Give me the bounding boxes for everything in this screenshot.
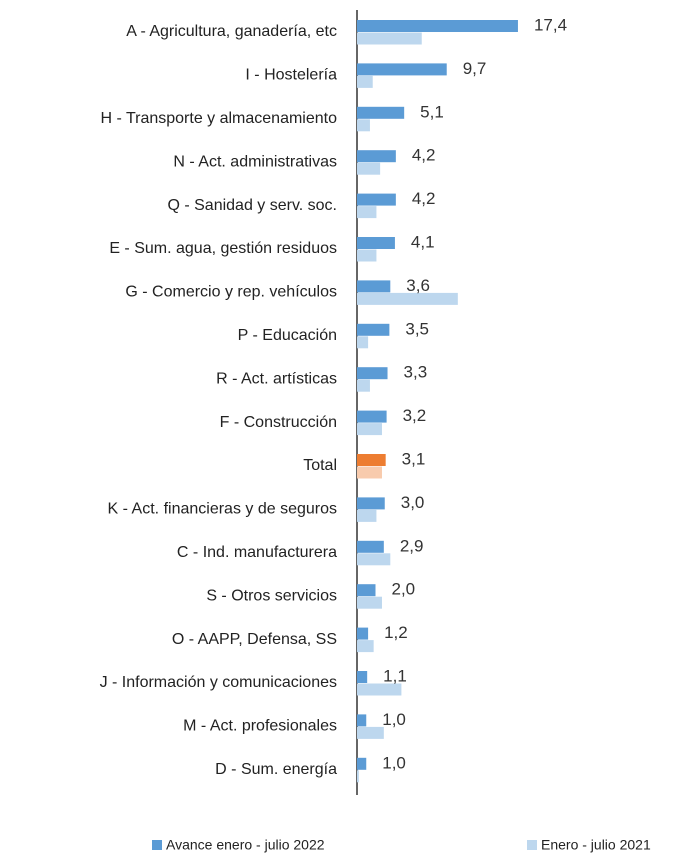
data-label: 3,5 bbox=[405, 319, 429, 338]
bar bbox=[357, 757, 367, 770]
data-label: 1,0 bbox=[382, 753, 406, 772]
bar bbox=[357, 466, 382, 479]
bar bbox=[357, 150, 396, 163]
category-label: M - Act. profesionales bbox=[183, 718, 337, 735]
bar bbox=[357, 770, 359, 783]
data-label: 4,2 bbox=[412, 146, 436, 165]
category-label: A - Agricultura, ganadería, etc bbox=[126, 23, 337, 40]
category-label: O - AAPP, Defensa, SS bbox=[172, 631, 337, 648]
data-label: 3,6 bbox=[406, 276, 430, 295]
bar bbox=[357, 237, 395, 249]
category-label: C - Ind. manufacturera bbox=[177, 544, 337, 561]
data-label: 1,2 bbox=[384, 623, 408, 642]
bar bbox=[357, 249, 377, 262]
legend-swatch bbox=[527, 840, 537, 850]
bar bbox=[357, 367, 388, 380]
data-label: 9,7 bbox=[463, 59, 487, 78]
bar bbox=[357, 509, 377, 522]
bar bbox=[357, 379, 370, 392]
category-label: K - Act. financieras y de seguros bbox=[108, 501, 337, 518]
category-label: I - Hostelería bbox=[245, 67, 337, 84]
data-label: 1,1 bbox=[383, 666, 407, 685]
bar bbox=[357, 454, 386, 466]
category-label: S - Otros servicios bbox=[206, 587, 337, 604]
bar bbox=[357, 596, 382, 609]
bar bbox=[357, 162, 381, 175]
data-label: 3,1 bbox=[402, 449, 426, 468]
bar bbox=[357, 671, 368, 683]
category-label: P - Educación bbox=[238, 327, 337, 344]
category-label: Total bbox=[303, 457, 337, 474]
bar bbox=[357, 119, 370, 132]
bar bbox=[357, 683, 402, 696]
bar bbox=[357, 497, 385, 510]
bar bbox=[357, 627, 369, 640]
data-label: 1,0 bbox=[382, 710, 406, 729]
category-label: R - Act. artísticas bbox=[216, 370, 337, 387]
category-label: D - Sum. energía bbox=[215, 761, 337, 778]
data-label: 2,9 bbox=[400, 536, 424, 555]
bar bbox=[357, 336, 369, 349]
data-label: 17,4 bbox=[534, 15, 567, 34]
category-label: H - Transporte y almacenamiento bbox=[100, 110, 337, 127]
data-label: 3,2 bbox=[403, 406, 427, 425]
bar bbox=[357, 584, 376, 597]
category-label: G - Comercio y rep. vehículos bbox=[125, 284, 337, 301]
bar bbox=[357, 640, 374, 653]
bar bbox=[357, 553, 391, 566]
legend-swatch bbox=[152, 840, 162, 850]
data-label: 4,1 bbox=[411, 232, 435, 251]
category-label: N - Act. administrativas bbox=[173, 153, 337, 170]
bar bbox=[357, 32, 422, 45]
data-label: 3,3 bbox=[404, 363, 428, 382]
bar bbox=[357, 726, 384, 739]
data-label: 4,2 bbox=[412, 189, 436, 208]
bar bbox=[357, 410, 387, 423]
bar bbox=[357, 20, 518, 32]
bar bbox=[357, 206, 377, 219]
bar bbox=[357, 423, 382, 436]
data-label: 2,0 bbox=[392, 580, 416, 599]
legend-label: Avance enero - julio 2022 bbox=[166, 837, 325, 853]
category-label: F - Construcción bbox=[220, 414, 337, 431]
bar bbox=[357, 63, 447, 76]
category-label: Q - Sanidad y serv. soc. bbox=[167, 197, 337, 214]
bar bbox=[357, 106, 405, 119]
bar bbox=[357, 75, 373, 88]
bar bbox=[357, 292, 458, 305]
bar bbox=[357, 540, 384, 553]
bar bbox=[357, 714, 367, 727]
bar bbox=[357, 193, 396, 206]
bar bbox=[357, 323, 390, 336]
legend-label: Enero - julio 2021 bbox=[541, 837, 651, 853]
category-label: E - Sum. agua, gestión residuos bbox=[109, 240, 337, 257]
category-label: J - Información y comunicaciones bbox=[100, 674, 337, 691]
data-label: 3,0 bbox=[401, 493, 425, 512]
bar bbox=[357, 280, 391, 293]
data-label: 5,1 bbox=[420, 102, 444, 121]
